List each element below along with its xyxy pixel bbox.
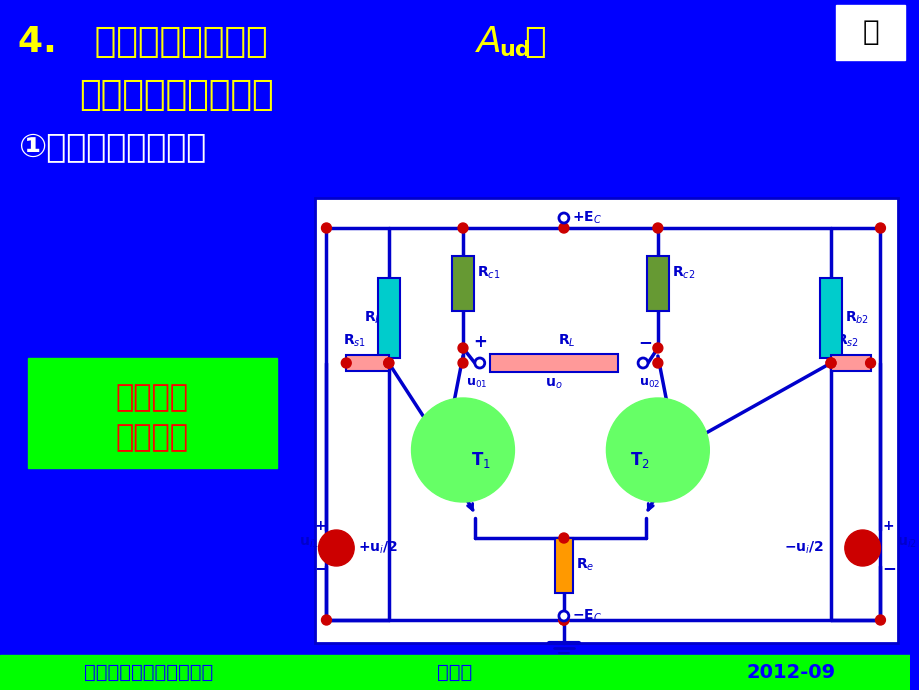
Bar — [0, 655, 909, 690]
Text: ud: ud — [499, 40, 531, 60]
Text: +: + — [314, 519, 326, 533]
Text: 输入电阻、输出电阻: 输入电阻、输出电阻 — [79, 78, 274, 112]
Circle shape — [559, 615, 568, 625]
Text: 🌿: 🌿 — [861, 18, 878, 46]
Circle shape — [321, 223, 331, 233]
Bar — [451, 256, 473, 311]
Circle shape — [559, 533, 568, 543]
Text: −E$_C$: −E$_C$ — [572, 608, 601, 624]
Text: R$_e$: R$_e$ — [575, 557, 594, 573]
Bar — [28, 358, 277, 468]
Text: R$_{b2}$: R$_{b2}$ — [844, 310, 868, 326]
Text: R$_{s1}$: R$_{s1}$ — [343, 333, 366, 349]
Circle shape — [458, 358, 468, 368]
Circle shape — [652, 223, 662, 233]
Circle shape — [825, 358, 835, 368]
Text: −: − — [881, 559, 895, 577]
Circle shape — [318, 530, 354, 566]
Text: $A$: $A$ — [474, 25, 501, 59]
Text: u$_{i1}$: u$_{i1}$ — [299, 536, 318, 550]
Circle shape — [875, 223, 884, 233]
Circle shape — [341, 358, 351, 368]
Bar — [314, 198, 897, 643]
Bar — [378, 278, 399, 358]
Text: −u$_i$/2: −u$_i$/2 — [783, 540, 823, 556]
Text: R$_L$: R$_L$ — [557, 333, 574, 349]
Bar — [646, 256, 668, 311]
Text: u$_{i2}$: u$_{i2}$ — [896, 536, 916, 550]
Circle shape — [383, 358, 393, 368]
Text: +: + — [881, 519, 893, 533]
Circle shape — [865, 358, 875, 368]
Circle shape — [638, 358, 647, 368]
Circle shape — [559, 611, 568, 621]
Text: −: − — [638, 333, 652, 351]
Bar — [830, 355, 869, 371]
Circle shape — [411, 398, 514, 502]
Text: R$_{c2}$: R$_{c2}$ — [671, 265, 695, 282]
Text: R$_{c1}$: R$_{c1}$ — [476, 265, 500, 282]
Text: −: − — [314, 559, 328, 577]
Circle shape — [875, 615, 884, 625]
Bar — [819, 278, 841, 358]
Text: 输入输出: 输入输出 — [116, 384, 188, 413]
Circle shape — [652, 343, 662, 353]
Bar — [346, 355, 389, 371]
Circle shape — [383, 358, 393, 368]
Circle shape — [458, 223, 468, 233]
Text: +: + — [472, 333, 486, 351]
Circle shape — [844, 530, 879, 566]
Circle shape — [606, 398, 709, 502]
Circle shape — [559, 615, 568, 625]
Text: 、: 、 — [524, 25, 545, 59]
Text: 4.   差模电压放大倍数: 4. 差模电压放大倍数 — [17, 25, 267, 59]
Text: +u$_i$/2: +u$_i$/2 — [357, 540, 398, 556]
Circle shape — [321, 615, 331, 625]
Circle shape — [458, 343, 468, 353]
Text: u$_{02}$: u$_{02}$ — [639, 377, 660, 390]
Text: 2012-09: 2012-09 — [746, 662, 835, 682]
Text: T$_2$: T$_2$ — [630, 450, 649, 470]
Bar — [554, 538, 573, 593]
Text: +E$_C$: +E$_C$ — [572, 210, 601, 226]
Circle shape — [652, 358, 662, 368]
Text: T$_1$: T$_1$ — [471, 450, 490, 470]
Circle shape — [825, 358, 835, 368]
Text: 张延芳: 张延芳 — [437, 662, 472, 682]
Text: 均不接地: 均不接地 — [116, 424, 188, 453]
Circle shape — [559, 213, 568, 223]
Text: ①双端输入双端输出: ①双端输入双端输出 — [17, 132, 206, 164]
Bar — [835, 5, 904, 60]
Text: R$_{s2}$: R$_{s2}$ — [835, 333, 858, 349]
Text: u$_o$: u$_o$ — [545, 377, 562, 391]
Text: u$_{01}$: u$_{01}$ — [466, 377, 487, 390]
Text: 信息工程学院物理教研室: 信息工程学院物理教研室 — [84, 662, 213, 682]
Bar — [489, 354, 618, 372]
Text: R$_{b1}$: R$_{b1}$ — [364, 310, 388, 326]
Circle shape — [559, 223, 568, 233]
Circle shape — [474, 358, 484, 368]
